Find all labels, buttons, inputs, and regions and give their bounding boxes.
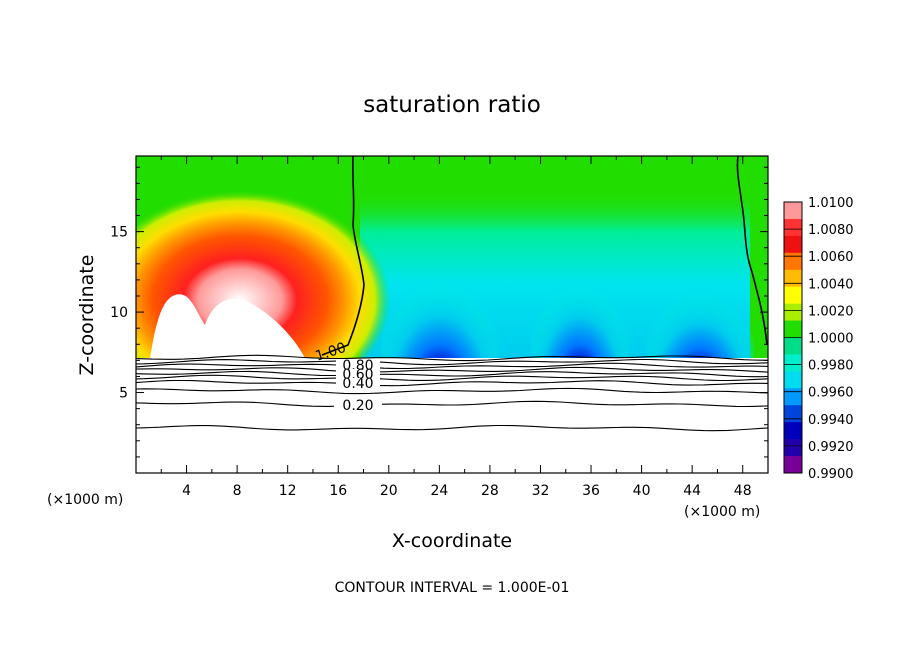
colorbar-label: 0.9980	[808, 359, 854, 374]
colorbar-swatch	[784, 303, 802, 322]
colorbar-label: 0.9940	[808, 413, 854, 428]
x-tick-label-28: 28	[481, 483, 499, 499]
x-unit-label: (×1000 m)	[684, 504, 760, 520]
x-tick-label-8: 8	[233, 483, 242, 499]
colorbar-swatch	[784, 235, 802, 254]
x-tick-label-36: 36	[582, 483, 600, 499]
x-tick-label-40: 40	[633, 483, 651, 499]
colorbar-swatch	[784, 354, 802, 372]
colorbar-label: 1.0100	[808, 196, 854, 211]
x-axis-label: X-coordinate	[392, 530, 512, 552]
colorbar-swatch	[784, 320, 802, 338]
contour-line	[135, 362, 769, 370]
colorbar-swatch	[784, 269, 802, 288]
y-axis-ticks: 5 10 15	[110, 166, 768, 458]
plot-frame	[135, 155, 769, 474]
contour-line	[135, 374, 769, 382]
colorbar-label: 0.9900	[808, 467, 854, 482]
x-axis-ticks: 4 8 12 16 20 24 28 32 36 40 44 48	[160, 156, 752, 499]
sat-contours	[321, 155, 768, 356]
colorbar-swatch	[784, 456, 802, 474]
contour-line	[135, 424, 769, 432]
colorbar-swatch	[784, 371, 802, 389]
x-tick-label-48: 48	[734, 483, 752, 499]
contour-label-020: 0.20	[342, 398, 373, 414]
contour-line	[135, 358, 769, 366]
chart-title: saturation ratio	[363, 92, 541, 118]
colorbar-swatch	[784, 388, 802, 406]
colorbar-swatch	[784, 337, 802, 355]
contour-label-040: 0.40	[342, 376, 373, 392]
colorbar-label: 1.0040	[808, 277, 854, 292]
x-tick-label-16: 16	[329, 483, 347, 499]
colorbar-swatch	[784, 439, 802, 457]
colorbar-label: 1.0000	[808, 332, 854, 347]
y-axis-label: Z-coordinate	[76, 255, 98, 376]
colorbar-swatch	[784, 202, 802, 220]
x-tick-label-12: 12	[279, 483, 297, 499]
y-tick-label-5: 5	[119, 386, 128, 402]
contour-interval-note: CONTOUR INTERVAL = 1.000E-01	[335, 580, 570, 596]
contour-line	[135, 379, 769, 387]
x-tick-label-32: 32	[532, 483, 550, 499]
colorbar-label: 1.0020	[808, 304, 854, 319]
x-tick-label-24: 24	[430, 483, 448, 499]
colorbar-swatch	[784, 286, 802, 305]
y-unit-label: (×1000 m)	[47, 492, 123, 508]
colorbar-label: 1.0060	[808, 250, 854, 265]
y-tick-label-10: 10	[110, 305, 128, 321]
heatmap-field	[136, 156, 768, 358]
colorbar-label: 0.9960	[808, 386, 854, 401]
contour-line	[135, 366, 769, 373]
x-tick-label-44: 44	[683, 483, 701, 499]
contour-line	[135, 400, 769, 408]
colorbar-swatch	[784, 218, 802, 237]
contour-labels: 1.00 0.80 0.60 0.40 0.20	[313, 340, 382, 414]
lower-contours	[135, 354, 769, 432]
colorbar-label: 1.0080	[808, 223, 854, 238]
contour-line	[135, 354, 769, 362]
colorbar: 1.0100 1.0080 1.0060 1.0040 1.0020 1.0000 0.99…	[783, 196, 854, 482]
y-tick-label-15: 15	[110, 225, 128, 241]
x-tick-label-20: 20	[380, 483, 398, 499]
colorbar-swatch	[784, 422, 802, 440]
colorbar-swatch	[784, 405, 802, 423]
contour-line	[135, 387, 769, 395]
x-tick-label-4: 4	[182, 483, 191, 499]
contour-line	[135, 370, 769, 378]
colorbar-swatch	[784, 252, 802, 271]
colorbar-label: 0.9920	[808, 440, 854, 455]
